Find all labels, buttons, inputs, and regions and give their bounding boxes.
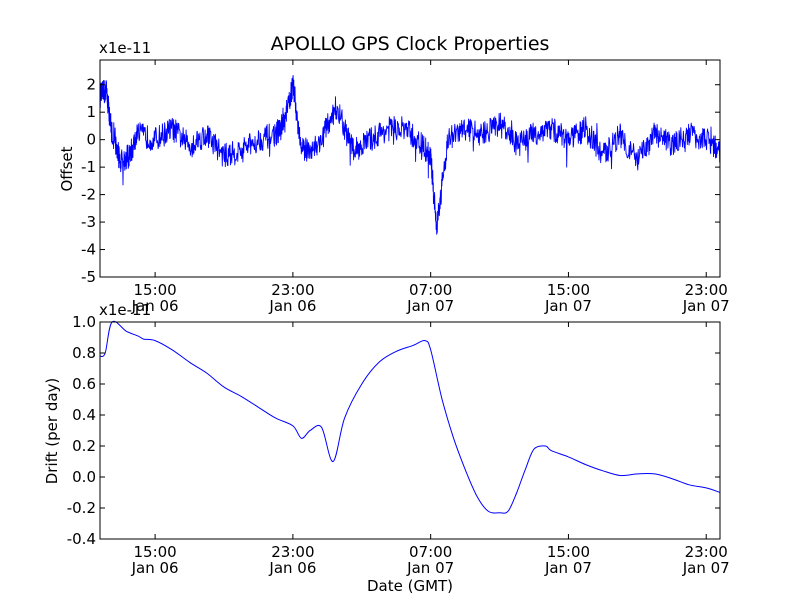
drift-x-tick-label-time: 23:00 [685,543,728,561]
drift-x-tick-label-date: Jan 07 [406,559,454,577]
drift-y-axis-label: Drift (per day) [43,378,61,485]
offset-plot-frame [99,59,721,278]
drift-panel: x1e-11 Drift (per day) 1.0 0.8 0.6 0.4 0.2 0.… [43,301,730,577]
drift-y-tick-label: 1.0 [72,313,96,331]
offset-x-tick-label-time: 23:00 [271,281,314,299]
offset-y-tick-label: -1 [81,158,96,176]
drift-y-tick-label: -0.2 [67,499,96,517]
drift-series-line [99,320,721,514]
offset-y-tick-label: -3 [81,213,96,231]
drift-multiplier-label: x1e-11 [99,301,151,319]
offset-series-line [99,74,721,235]
drift-x-tick-label-date: Jan 06 [268,559,316,577]
drift-y-tick-label: 0.0 [72,468,96,486]
drift-x-tick-label-time: 15:00 [547,543,590,561]
x-axis-label: Date (GMT) [367,577,453,595]
offset-y-tick-label: 2 [86,76,96,94]
offset-x-tick-label-time: 15:00 [133,281,176,299]
drift-y-tick-label: 0.8 [72,344,96,362]
offset-y-tick-label: 0 [86,131,96,149]
drift-x-tick-label-date: Jan 06 [131,559,179,577]
figure-title: APOLLO GPS Clock Properties [271,33,550,55]
drift-x-tick-label-time: 23:00 [271,543,314,561]
drift-y-tick-label: 0.6 [72,375,96,393]
drift-x-tick-label-date: Jan 07 [682,559,730,577]
offset-x-tick-label-time: 23:00 [685,281,728,299]
drift-y-tick-label: 0.2 [72,437,96,455]
offset-x-tick-label-time: 07:00 [409,281,452,299]
drift-series [99,320,721,514]
offset-multiplier-label: x1e-11 [99,39,151,57]
offset-y-tick-label: -5 [81,268,96,286]
drift-y-tick-label: 0.4 [72,406,96,424]
offset-x-tick-label-date: Jan 07 [544,297,592,315]
offset-y-tick-label: -4 [81,241,96,259]
offset-x-tick-label-date: Jan 07 [682,297,730,315]
offset-x-tick-label-date: Jan 07 [406,297,454,315]
offset-y-tick-label: -2 [81,186,96,204]
drift-x-tick-label-time: 07:00 [409,543,452,561]
drift-x-tick-label-date: Jan 07 [544,559,592,577]
offset-x-tick-label-time: 15:00 [547,281,590,299]
drift-y-tick-label: -0.4 [67,530,96,548]
drift-plot-frame [99,321,721,540]
offset-y-tick-label: 1 [86,103,96,121]
offset-y-axis-label: Offset [58,146,76,191]
offset-x-tick-label-date: Jan 06 [131,297,179,315]
drift-x-tick-label-time: 15:00 [133,543,176,561]
offset-series [99,74,721,235]
offset-x-tick-label-date: Jan 06 [268,297,316,315]
